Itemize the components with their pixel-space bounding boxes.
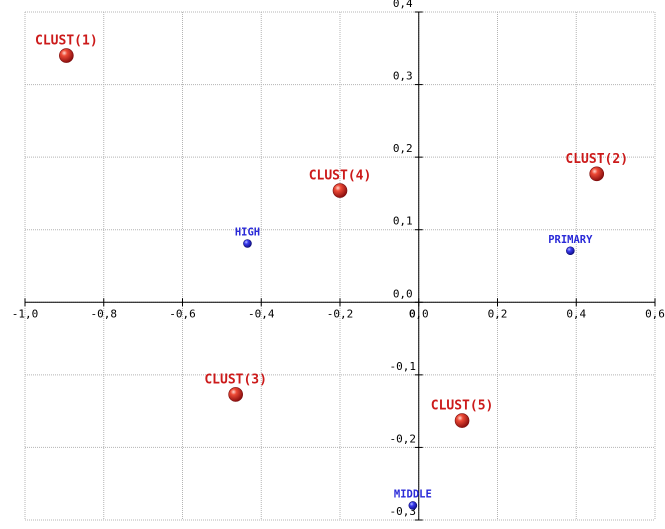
x-tick-label: -1,0 <box>12 307 39 320</box>
y-tick-label: 0,3 <box>393 70 413 83</box>
y-tick-label: 0,4 <box>393 0 413 10</box>
point-clust-4 <box>332 183 348 198</box>
x-tick-label: 0,4 <box>566 307 586 320</box>
point-label-clust-2: CLUST(2) <box>565 152 628 167</box>
point-primary <box>566 246 575 256</box>
x-tick-label: -0,4 <box>248 307 275 320</box>
x-tick-label: 0,0 <box>409 307 429 320</box>
x-tick-label: 0,2 <box>488 307 508 320</box>
point-label-clust-3: CLUST(3) <box>204 372 267 387</box>
tick-labels: -1,0 -0,8 -0,6 -0,4 -0,2 0,0 0,2 0,4 0,6 0 -0,3 -0,… <box>12 0 665 518</box>
x-tick-label: -0,8 <box>91 307 118 320</box>
point-label-clust-1: CLUST(1) <box>35 34 98 49</box>
x-tick-label: -0,6 <box>169 307 196 320</box>
x-origin-label: 0 <box>409 307 416 320</box>
point-label-high: HIGH <box>235 227 260 239</box>
axes <box>24 11 656 521</box>
y-tick-label: -0,1 <box>390 360 417 373</box>
point-label-clust-5: CLUST(5) <box>431 399 494 414</box>
y-tick-label: -0,3 <box>390 505 417 518</box>
x-tick-label: -0,2 <box>327 307 354 320</box>
y-tick-label: -0,2 <box>390 432 417 445</box>
point-label-primary: PRIMARY <box>548 234 593 246</box>
y-tick-label: 0,1 <box>393 215 413 228</box>
point-clust-3 <box>228 387 243 402</box>
y-tick-label: 0,2 <box>393 142 413 155</box>
point-label-clust-4: CLUST(4) <box>309 169 372 184</box>
point-clust-5 <box>454 413 470 428</box>
point-high <box>243 239 252 248</box>
point-clust-1 <box>59 48 74 63</box>
x-tick-label: 0,6 <box>645 307 665 320</box>
point-clust-2 <box>589 166 605 182</box>
point-middle <box>408 501 418 510</box>
y-tick-label: 0,0 <box>393 287 413 300</box>
data-points: CLUST(1) CLUST(2) CLUST(3) CLUST(4) CLUST(5)… <box>35 34 628 510</box>
point-label-middle: MIDDLE <box>394 488 432 500</box>
grid <box>24 11 656 521</box>
